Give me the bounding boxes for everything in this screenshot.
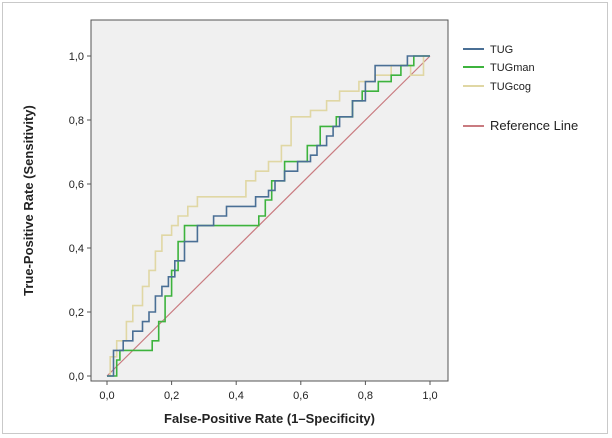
- x-tick-label: 1,0: [422, 390, 437, 402]
- series-line-tugman: [107, 55, 430, 377]
- series-line-reference-line: [106, 55, 431, 377]
- series-layer: [106, 55, 431, 377]
- legend: TUG TUGman TUGcog Reference Line: [463, 44, 578, 133]
- y-tick-label: 0,6: [69, 179, 84, 191]
- x-tick-label: 0,0: [99, 390, 114, 402]
- x-tick-label: 0,8: [358, 390, 373, 402]
- y-tick-label: 1,0: [69, 51, 84, 63]
- x-tick-label: 0,6: [293, 390, 308, 402]
- x-tick-label: 0,2: [164, 390, 179, 402]
- roc-chart: 0,0 0,2 0,4 0,6 0,8 1,0 0,0 0,2 0,4 0,6 0,8 1,0 Fal…: [21, 19, 578, 426]
- y-tick-label: 0,0: [69, 371, 84, 383]
- y-tick-label: 0,4: [69, 243, 84, 255]
- chart-frame: 0,0 0,2 0,4 0,6 0,8 1,0 0,0 0,2 0,4 0,6 0,8 1,0 Fal…: [2, 2, 608, 434]
- y-axis-title: True-Positive Rate (Sensitivity): [21, 105, 36, 296]
- x-tick-label: 0,4: [229, 390, 244, 402]
- legend-label-tugman: TUGman: [490, 62, 535, 74]
- x-axis-title: False-Positive Rate (1–Specificity): [164, 411, 375, 426]
- y-tick-label: 0,8: [69, 115, 84, 127]
- legend-label-tugcog: TUGcog: [490, 81, 531, 93]
- y-tick-label: 0,2: [69, 307, 84, 319]
- legend-label-reference-line: Reference Line: [490, 118, 578, 133]
- legend-label-tug: TUG: [490, 44, 513, 56]
- series-line-tug: [107, 55, 430, 377]
- axis-ticks: 0,0 0,2 0,4 0,6 0,8 1,0 0,0 0,2 0,4 0,6 0,8 1,0: [69, 51, 438, 402]
